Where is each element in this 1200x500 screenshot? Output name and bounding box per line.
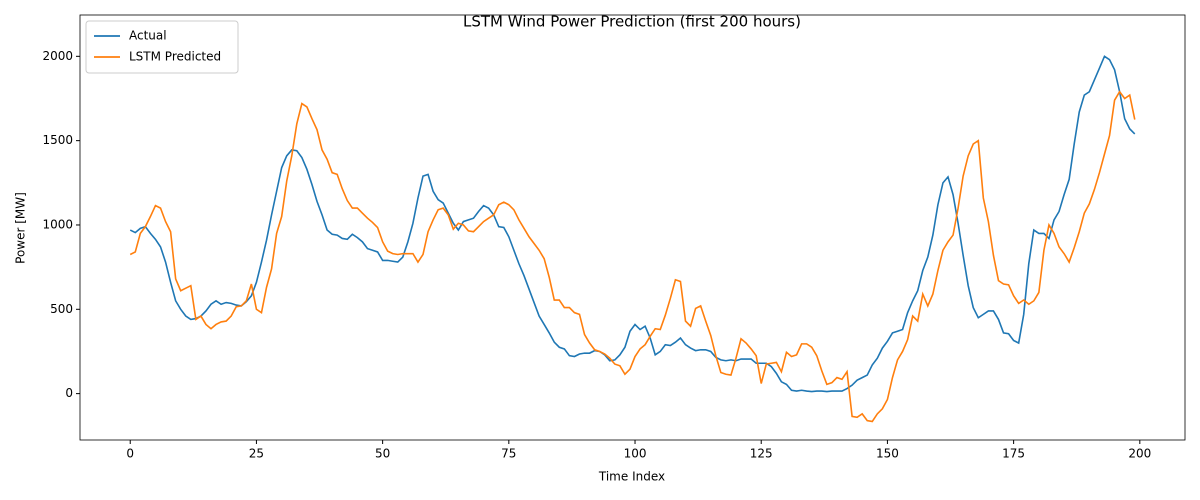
- x-axis-label: Time Index: [598, 470, 665, 484]
- y-axis-label: Power [MW]: [14, 192, 28, 264]
- plot-frame: [79, 14, 1186, 441]
- x-tick-label: 0: [126, 447, 134, 461]
- x-tick-label: 200: [1128, 447, 1151, 461]
- y-tick-label: 1000: [42, 217, 73, 231]
- legend-label: LSTM Predicted: [129, 50, 221, 64]
- x-tick-label: 25: [249, 447, 264, 461]
- y-tick-label: 1500: [42, 133, 73, 147]
- series-line: [129, 90, 1136, 423]
- y-tick-label: 2000: [42, 49, 73, 63]
- legend-label: Actual: [129, 29, 167, 43]
- y-tick-label: 0: [65, 386, 73, 400]
- series-line: [129, 55, 1136, 393]
- x-tick-label: 50: [375, 447, 390, 461]
- y-tick-label: 500: [50, 302, 73, 316]
- x-tick-label: 100: [624, 447, 647, 461]
- x-tick-label: 175: [1002, 447, 1025, 461]
- x-tick-label: 75: [501, 447, 516, 461]
- legend-box: [85, 20, 239, 74]
- x-tick-label: 150: [876, 447, 899, 461]
- chart-title: LSTM Wind Power Prediction (first 200 ho…: [463, 13, 801, 31]
- x-tick-label: 125: [750, 447, 773, 461]
